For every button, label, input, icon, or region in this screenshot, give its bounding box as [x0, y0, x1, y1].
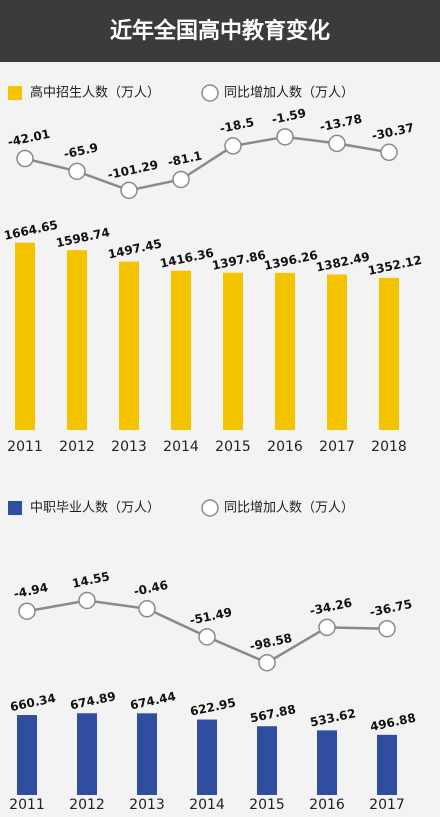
x-tick-label: 2012	[69, 797, 105, 813]
bar	[379, 277, 399, 430]
line-point	[78, 591, 96, 610]
legend-marker	[8, 86, 22, 100]
line-point	[172, 170, 190, 189]
x-tick-label: 2014	[163, 439, 199, 455]
line-point	[16, 149, 34, 168]
bar	[67, 250, 87, 430]
line-point	[68, 162, 86, 181]
line-point	[120, 181, 138, 200]
bar	[327, 274, 347, 430]
line-point	[258, 653, 276, 672]
x-tick-label: 2016	[309, 797, 345, 813]
x-tick-label: 2018	[371, 439, 407, 455]
x-tick-label: 2017	[319, 439, 355, 455]
x-tick-label: 2016	[267, 439, 303, 455]
line-point	[276, 128, 294, 146]
legend-marker	[8, 501, 22, 515]
x-tick-label: 2012	[59, 439, 95, 455]
x-tick-label: 2015	[215, 439, 251, 455]
line-point	[138, 600, 156, 618]
bar	[257, 726, 277, 795]
bar	[171, 270, 191, 430]
title-bar	[0, 0, 440, 62]
legend-marker	[201, 84, 219, 102]
line-point	[224, 137, 242, 155]
bar	[77, 713, 97, 795]
legend-label: 同比增加人数（万人）	[224, 86, 354, 101]
line-point	[18, 602, 36, 620]
line-point	[328, 134, 346, 153]
line-point	[378, 619, 396, 638]
bar	[15, 242, 35, 430]
x-tick-label: 2011	[7, 439, 43, 455]
x-tick-label: 2014	[189, 797, 225, 813]
bar	[119, 261, 139, 430]
bar	[317, 730, 337, 795]
bar	[275, 272, 295, 430]
page-title: 近年全国高中教育变化	[110, 18, 330, 44]
line-point	[198, 628, 216, 646]
bar	[17, 715, 37, 795]
line-point	[380, 143, 398, 162]
x-tick-label: 2013	[129, 797, 165, 813]
legend-label: 同比增加人数（万人）	[224, 501, 354, 516]
legend-label: 中职毕业人数（万人）	[30, 501, 160, 516]
line-point	[318, 618, 336, 637]
bar	[377, 734, 397, 795]
legend-marker	[201, 499, 219, 517]
bar	[223, 272, 243, 430]
bar	[197, 719, 217, 795]
x-tick-label: 2011	[9, 797, 45, 813]
x-tick-label: 2015	[249, 797, 285, 813]
legend-label: 高中招生人数（万人）	[30, 85, 160, 101]
bar	[137, 713, 157, 795]
x-tick-label: 2013	[111, 439, 147, 455]
x-tick-label: 2017	[369, 797, 405, 813]
